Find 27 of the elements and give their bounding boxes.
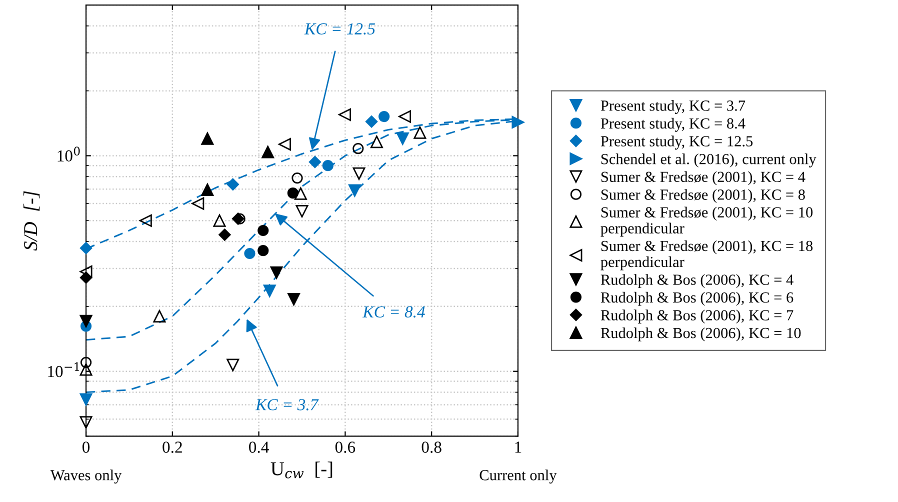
legend-label: Rudolph & Bos (2006), KC = 7 [600,310,794,324]
legend-label: Sumer & Fredsøe (2001), KC = 18 perpendicular [600,240,813,270]
legend-label: Rudolph & Bos (2006), KC = 6 [600,292,794,306]
text: Current only [480,470,557,484]
x-tick-label: 0 [82,442,90,453]
x-tick-label: 0.4 [249,442,269,453]
legend-label: Present study, KC = 3.7 [600,100,746,114]
x-tick-label: 0.6 [335,442,356,453]
text: Waves only [50,470,122,484]
annotation: KC = 12.5 [304,23,375,35]
x-axis-title: U$_{cw}$ [-] [270,462,332,478]
legend-label: Rudolph & Bos (2006), KC = 4 [600,274,794,288]
x-tick-label: 0.8 [422,442,442,453]
legend-label: Sumer & Fredsøe (2001), KC = 4 [601,171,806,186]
y-tick-label: 10$^{−1}$ [48,362,80,378]
x-tick-label: 1 [515,442,522,453]
legend-label: Sumer & Fredsøe (2001), KC = 10 perpendicular [600,206,813,237]
annotation: KC = 8.4 [362,306,425,318]
x-tick-label: 0.2 [162,442,182,453]
legend-label: Rudolph & Bos (2006), KC = 10 [600,327,801,342]
y-axis-title: S/D [-] [23,191,40,251]
annotation: KC = 3.7 [255,399,319,410]
legend-label: Present study, KC = 8.4 [600,118,746,132]
legend-label: Sumer & Fredsøe (2001), KC = 8 [601,189,805,203]
legend-label: Present study, KC = 12.5 [600,136,753,150]
y-tick-label: 10$^{0}$ [58,146,80,162]
legend-label: Schendel et al. (2016), current only [601,153,816,168]
